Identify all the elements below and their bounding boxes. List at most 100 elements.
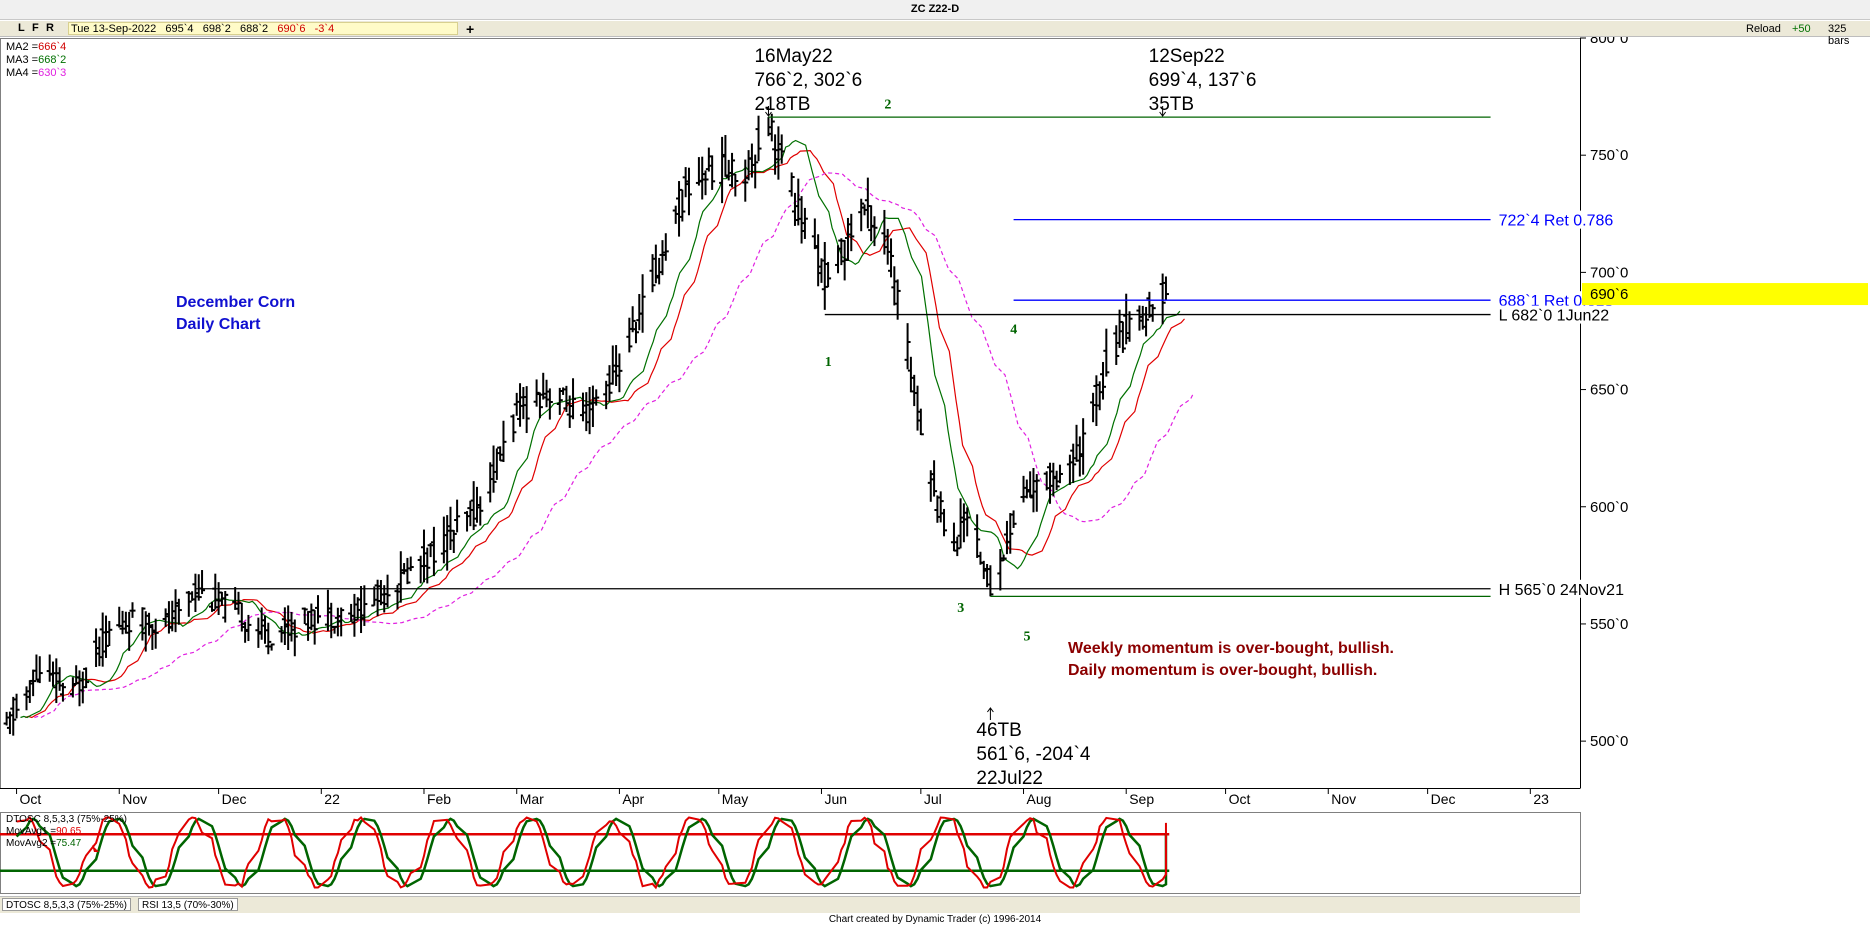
ohlc-bar [510,414,517,443]
x-tick-label: Aug [1027,791,1052,807]
chart-title: ZC Z22-D [910,3,960,15]
line-chart-button[interactable]: L [18,22,25,34]
level-label-bg [1496,305,1637,324]
fib-button[interactable]: F [32,22,39,34]
ohlc-bar [656,257,663,285]
reload-button[interactable]: Reload [1746,23,1781,35]
tab-rsi[interactable]: RSI 13,5 (70%-30%) [138,898,238,911]
ohlc-bar [871,216,878,247]
ohlc-bar [844,217,851,261]
pivot-annotation-line: 16May22 [754,46,832,67]
study-tabs: DTOSC 8,5,3,3 (75%-25%) RSI 13,5 (70%-30… [0,896,1580,913]
osc-movavg2-label: MovAvg2 =75.47 [6,838,82,849]
ohlc-bar [679,188,686,222]
add-study-button[interactable]: + [466,21,475,37]
ohlc-bar [788,172,795,197]
ohlc-bar [33,654,40,681]
ohlc-bar [1010,510,1017,529]
ohlc-bar [775,126,782,180]
ohlc-bar [729,152,736,188]
ohlc-bar [444,515,451,571]
ohlc-bar [755,115,762,162]
ohlc-bar [636,293,643,331]
ohlc-bar [934,495,941,523]
ohlc-bar [69,677,76,698]
ma-legend-item: MA2 =666`4 [6,41,66,53]
ohlc-bar [56,667,63,691]
ohlc-bar [818,258,825,283]
wave-label: 3 [957,601,964,616]
ohlc-bar [841,239,848,281]
osc-movavg1-line [16,815,1168,890]
x-tick-label: May [722,791,748,807]
ohlc-bar [152,618,159,649]
ohlc-bar [835,245,842,274]
ohlc-bar [1126,311,1133,342]
pivot-annotation-line: 699`4, 137`6 [1149,70,1257,91]
ohlc-bar [397,551,404,603]
level-label-bg [1496,579,1637,598]
ohlc-bar [126,611,133,651]
ohlc-bar [702,170,709,196]
ohlc-bar [742,159,749,202]
x-tick-label: Dec [222,791,247,807]
ohlc-bar [424,547,431,584]
x-tick-label: Mar [520,791,544,807]
ohlc-bar [374,579,381,617]
ohlc-bar [473,486,480,523]
chart-frame [0,38,1581,894]
ohlc-bar [30,669,37,697]
ohlc-bar [311,609,318,645]
ohlc-bar [888,238,895,278]
ohlc-bar [407,556,414,572]
ohlc-bar [798,196,805,244]
ohlc-bar [1070,443,1077,484]
ohlc-bar [732,173,739,197]
ohlc-bar [815,234,822,287]
ohlc-bar [801,207,808,239]
ohlc-bar [208,601,215,612]
ma2-line [25,149,1185,719]
ohlc-bar [242,621,249,643]
ohlc-bar [49,661,56,687]
ohlc-bar [1053,470,1060,491]
ohlc-bar [778,134,785,164]
ohlc-bar [467,500,474,527]
level-label: 722`4 Ret 0.786 [1499,213,1614,230]
x-tick-label: 23 [1533,791,1549,807]
pivot-annotation-line: 12Sep22 [1149,46,1225,67]
osc-signal-arrow-icon [92,845,99,852]
pivot-annotation-line: 561`6, -204`4 [976,744,1091,765]
x-tick-label: Nov [122,791,147,807]
ohlc-bar [838,238,845,266]
annotations: 1 2 3 4 5 16May22 766`2, 302`6 218TB 12Sep22 699`… [6,41,1394,789]
ohlc-bar [36,656,43,684]
bar-change: -3`4 [314,23,335,35]
ohlc-bar [354,597,361,621]
refresh-button[interactable]: R [46,22,54,34]
ohlc-bar [79,671,86,704]
ohlc-bar [122,611,129,634]
ohlc-bar [954,536,961,557]
ohlc-bar [546,388,553,420]
ohlc-bar [232,587,239,610]
ohlc-bar [685,167,692,216]
add-bars-button[interactable]: +50 [1792,23,1811,35]
ohlc-bar [430,526,437,577]
x-tick-label: Nov [1331,791,1356,807]
ohlc-bar [907,356,914,393]
ohlc-bar [129,602,136,618]
ohlc-bar [1162,276,1169,300]
ohlc-bar [768,113,775,142]
level-label-bg [1496,210,1637,229]
bar-info-box: Tue 13-Sep-2022 695`4 698`2 688`2 690`6 … [68,22,458,35]
ohlc-bar [821,242,828,310]
ohlc-bar [314,595,321,624]
ohlc-bar [477,496,484,526]
ohlc-bar [1103,328,1110,377]
tab-dtosc[interactable]: DTOSC 8,5,3,3 (75%-25%) [2,898,131,911]
ohlc-bar [165,601,172,634]
ohlc-bar [1027,471,1034,499]
y-tick-label: 550`0 [1590,616,1628,633]
